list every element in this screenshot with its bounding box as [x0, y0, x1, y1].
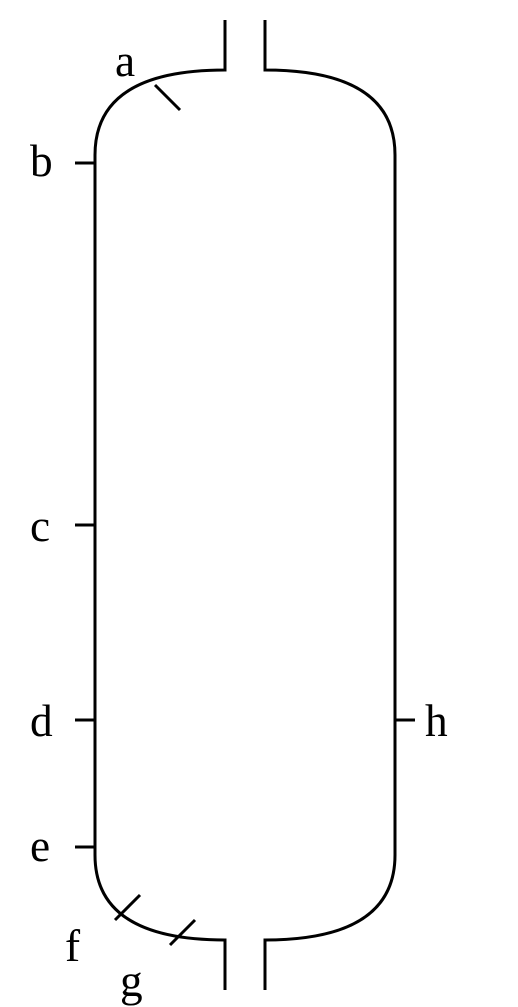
- leader-a: [155, 85, 180, 110]
- label-d: d: [30, 695, 53, 747]
- label-g: g: [120, 955, 143, 1007]
- label-h: h: [425, 695, 448, 747]
- leader-lines: [75, 85, 415, 945]
- leader-g: [170, 920, 195, 945]
- leader-f: [115, 895, 140, 920]
- label-a: a: [115, 35, 135, 87]
- label-e: e: [30, 820, 50, 872]
- vessel-diagram: a b c d e f g h: [0, 0, 518, 1000]
- label-c: c: [30, 500, 50, 552]
- vessel-outline: [95, 20, 395, 990]
- label-f: f: [65, 920, 80, 972]
- label-b: b: [30, 135, 53, 187]
- vessel-svg: [0, 0, 518, 1000]
